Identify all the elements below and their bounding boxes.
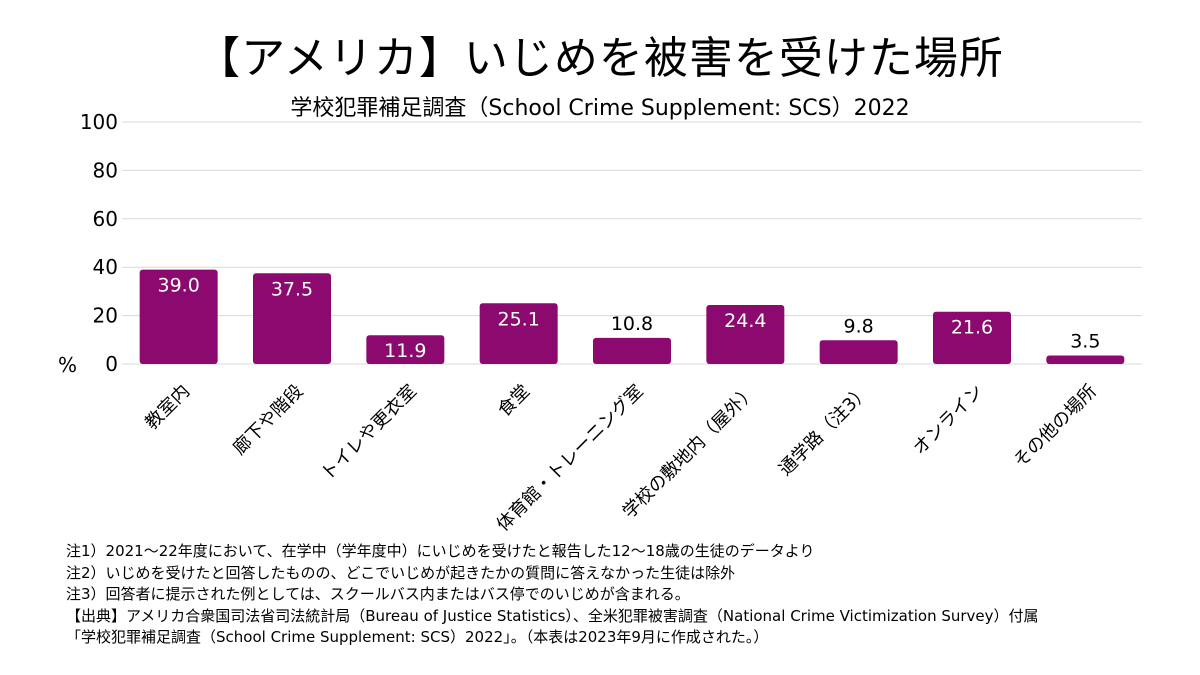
data-label: 37.5 bbox=[271, 278, 313, 300]
data-label: 39.0 bbox=[158, 275, 200, 297]
source-line-1: 【出典】アメリカ合衆国司法省司法統計局（Bureau of Justice St… bbox=[66, 606, 1039, 625]
x-tick-label: 通学路（注3） bbox=[775, 381, 874, 480]
bar bbox=[819, 340, 898, 364]
y-tick-label: 40 bbox=[93, 255, 118, 279]
y-axis-label: % bbox=[58, 353, 77, 377]
y-tick-label: 20 bbox=[93, 304, 118, 328]
x-tick-label: オンライン bbox=[909, 381, 987, 459]
bar bbox=[1046, 355, 1125, 364]
data-label: 24.4 bbox=[724, 310, 766, 332]
source-line-2: 「学校犯罪補足調査（School Crime Supplement: SCS）2… bbox=[66, 628, 769, 646]
y-tick-label: 0 bbox=[105, 352, 118, 376]
bar bbox=[479, 303, 558, 364]
bar bbox=[139, 269, 218, 364]
y-tick-label: 80 bbox=[93, 158, 118, 182]
x-tick-label: その他の場所 bbox=[1010, 381, 1101, 472]
y-tick-label: 100 bbox=[80, 110, 118, 134]
x-tick-label: 教室内 bbox=[141, 381, 194, 434]
x-tick-label: トイレや更衣室 bbox=[317, 381, 421, 485]
bar bbox=[706, 304, 785, 364]
note-2: 注2）いじめを受けたと回答したものの、どこでいじめが起きたかの質問に答えなかった… bbox=[66, 563, 736, 582]
data-label: 3.5 bbox=[1070, 331, 1100, 353]
footnotes: 注1）2021～22年度において、在学中（学年度中）にいじめを受けたと報告した1… bbox=[66, 541, 1039, 649]
x-tick-label: 食堂 bbox=[494, 381, 534, 421]
chart-subtitle: 学校犯罪補足調査（School Crime Supplement: SCS）20… bbox=[290, 96, 910, 121]
chart-title: 【アメリカ】いじめを被害を受けた場所 bbox=[196, 33, 1004, 84]
bar bbox=[366, 335, 445, 364]
data-label: 10.8 bbox=[611, 313, 653, 335]
data-label: 21.6 bbox=[951, 317, 993, 339]
y-tick-label: 60 bbox=[93, 207, 118, 231]
data-label: 25.1 bbox=[498, 308, 540, 330]
bar bbox=[593, 337, 671, 364]
x-tick-label: 廊下や階段 bbox=[229, 381, 307, 459]
data-label: 11.9 bbox=[384, 340, 426, 362]
bar-chart: 0 20 40 60 80 100% 39.0 教室内 37.5 廊下や階段 11.9 トイレや更衣室… bbox=[58, 110, 1142, 536]
data-label: 9.8 bbox=[844, 315, 874, 337]
bar bbox=[253, 273, 331, 364]
note-1: 注1）2021～22年度において、在学中（学年度中）にいじめを受けたと報告した1… bbox=[66, 542, 815, 560]
bar bbox=[933, 311, 1011, 364]
note-3: 注3）回答者に提示された例としては、スクールバス内またはバス停でのいじめが含まれ… bbox=[66, 585, 690, 603]
